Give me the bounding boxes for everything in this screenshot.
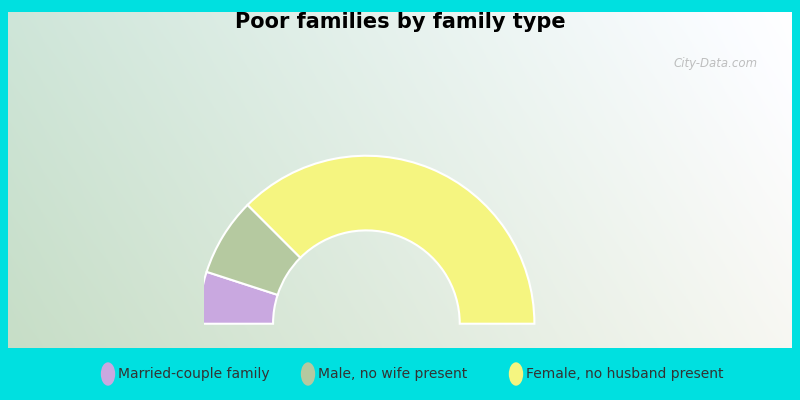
Wedge shape: [248, 156, 534, 324]
Text: Male, no wife present: Male, no wife present: [318, 367, 467, 381]
Wedge shape: [198, 272, 278, 324]
Text: City-Data.com: City-Data.com: [674, 58, 758, 70]
Ellipse shape: [301, 362, 315, 386]
Ellipse shape: [509, 362, 523, 386]
Text: Female, no husband present: Female, no husband present: [526, 367, 723, 381]
Text: Poor families by family type: Poor families by family type: [234, 12, 566, 32]
Text: Married-couple family: Married-couple family: [118, 367, 270, 381]
Wedge shape: [206, 205, 301, 295]
Ellipse shape: [101, 362, 115, 386]
